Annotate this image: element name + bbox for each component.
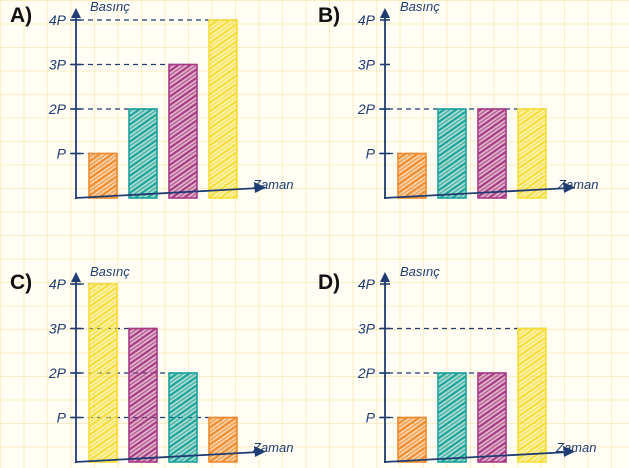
bar-3: [477, 108, 507, 199]
bar-1: [88, 152, 118, 199]
bar-2: [437, 372, 467, 463]
y-tick-label: 4P: [358, 276, 376, 292]
bar-2: [128, 327, 158, 463]
y-tick-label: 2P: [48, 365, 67, 381]
y-tick-label: 4P: [49, 12, 67, 28]
y-tick-label: P: [57, 146, 67, 162]
option-label: D): [318, 271, 340, 294]
y-tick-label: 3P: [358, 321, 376, 337]
y-tick-label: 4P: [358, 12, 376, 28]
y-tick-label: P: [366, 410, 376, 426]
y-axis-title: Basınç: [400, 264, 440, 279]
bar-1: [397, 416, 427, 463]
x-axis-arrow: [254, 446, 266, 457]
y-axis-arrow: [380, 8, 390, 18]
chart-panel-2: B) Basınç Zaman P 2P 3P 4P: [318, 0, 598, 199]
x-axis-arrow: [254, 182, 266, 193]
y-tick-label: 2P: [48, 101, 67, 117]
y-tick-label: 3P: [49, 57, 67, 73]
y-axis-arrow: [71, 8, 81, 18]
option-label: B): [318, 4, 340, 27]
x-axis: [74, 451, 261, 463]
x-axis: [74, 187, 261, 199]
y-tick-label: 4P: [49, 276, 67, 292]
bar-4: [517, 327, 547, 463]
option-label: C): [10, 271, 32, 294]
bar-4: [517, 108, 547, 199]
bar-1: [88, 283, 118, 463]
y-tick-label: 3P: [49, 321, 67, 337]
y-tick-label: P: [57, 410, 67, 426]
bar-3: [168, 372, 198, 463]
bar-3: [477, 372, 507, 463]
bar-2: [437, 108, 467, 199]
y-axis-arrow: [71, 272, 81, 282]
y-tick-label: 2P: [357, 365, 376, 381]
x-axis: [383, 187, 570, 199]
bar-3: [168, 63, 198, 199]
y-tick-label: 3P: [358, 57, 376, 73]
bar-2: [128, 108, 158, 199]
y-axis-title: Basınç: [90, 0, 130, 14]
bar-1: [397, 152, 427, 199]
x-axis-title: Zaman: [557, 177, 598, 192]
y-axis-title: Basınç: [400, 0, 440, 14]
bar-4: [208, 19, 238, 199]
y-tick-label: P: [366, 146, 376, 162]
option-label: A): [10, 4, 32, 27]
x-axis-arrow: [563, 182, 575, 193]
y-axis-title: Basınç: [90, 264, 130, 279]
y-axis-arrow: [380, 272, 390, 282]
x-axis-arrow: [563, 446, 575, 457]
x-axis: [383, 451, 570, 463]
y-tick-label: 2P: [357, 101, 376, 117]
